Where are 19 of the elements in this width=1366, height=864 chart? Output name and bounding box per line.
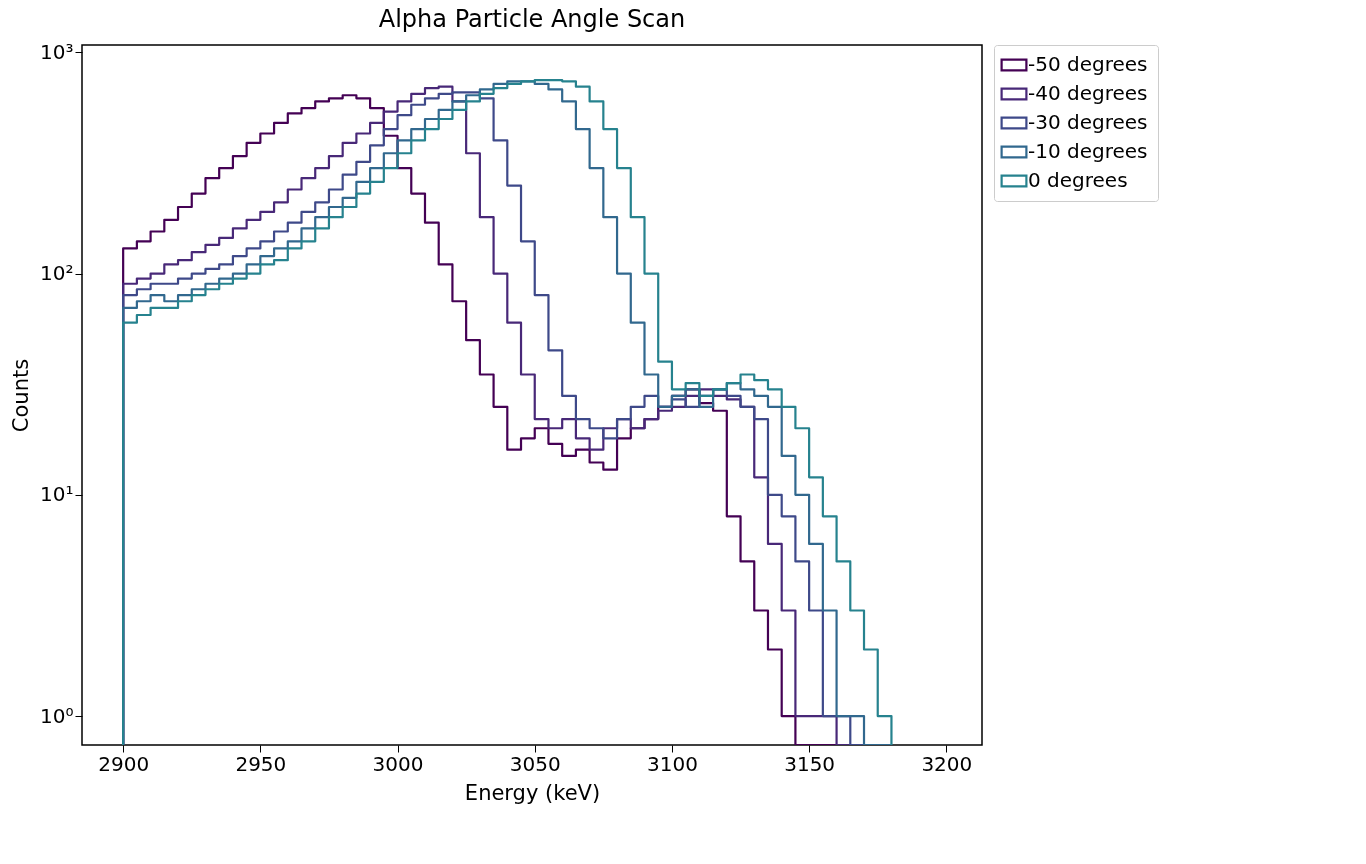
x-axis-title: Energy (keV) bbox=[464, 780, 601, 805]
x-tick-label: 3150 bbox=[784, 751, 836, 776]
legend-label: -50 degrees bbox=[1028, 52, 1148, 76]
x-tick-label: 2900 bbox=[98, 751, 150, 776]
y-tick-label: 10⁰ bbox=[40, 703, 74, 728]
x-tick-label: 3050 bbox=[509, 751, 561, 776]
y-tick-label: 10¹ bbox=[40, 482, 74, 507]
x-tick-label: 2950 bbox=[235, 751, 287, 776]
x-tick-label: 3000 bbox=[372, 751, 424, 776]
y-tick-label: 10³ bbox=[40, 39, 74, 64]
legend-label: 0 degrees bbox=[1028, 168, 1128, 192]
legend-label: -40 degrees bbox=[1028, 81, 1148, 105]
legend-label: -30 degrees bbox=[1028, 110, 1148, 134]
y-tick-label: 10² bbox=[40, 261, 74, 286]
chart-title: Alpha Particle Angle Scan bbox=[378, 5, 686, 34]
x-tick-label: 3200 bbox=[921, 751, 973, 776]
legend-label: -10 degrees bbox=[1028, 139, 1148, 163]
x-tick-label: 3100 bbox=[646, 751, 698, 776]
y-axis-title: Counts bbox=[9, 358, 34, 433]
